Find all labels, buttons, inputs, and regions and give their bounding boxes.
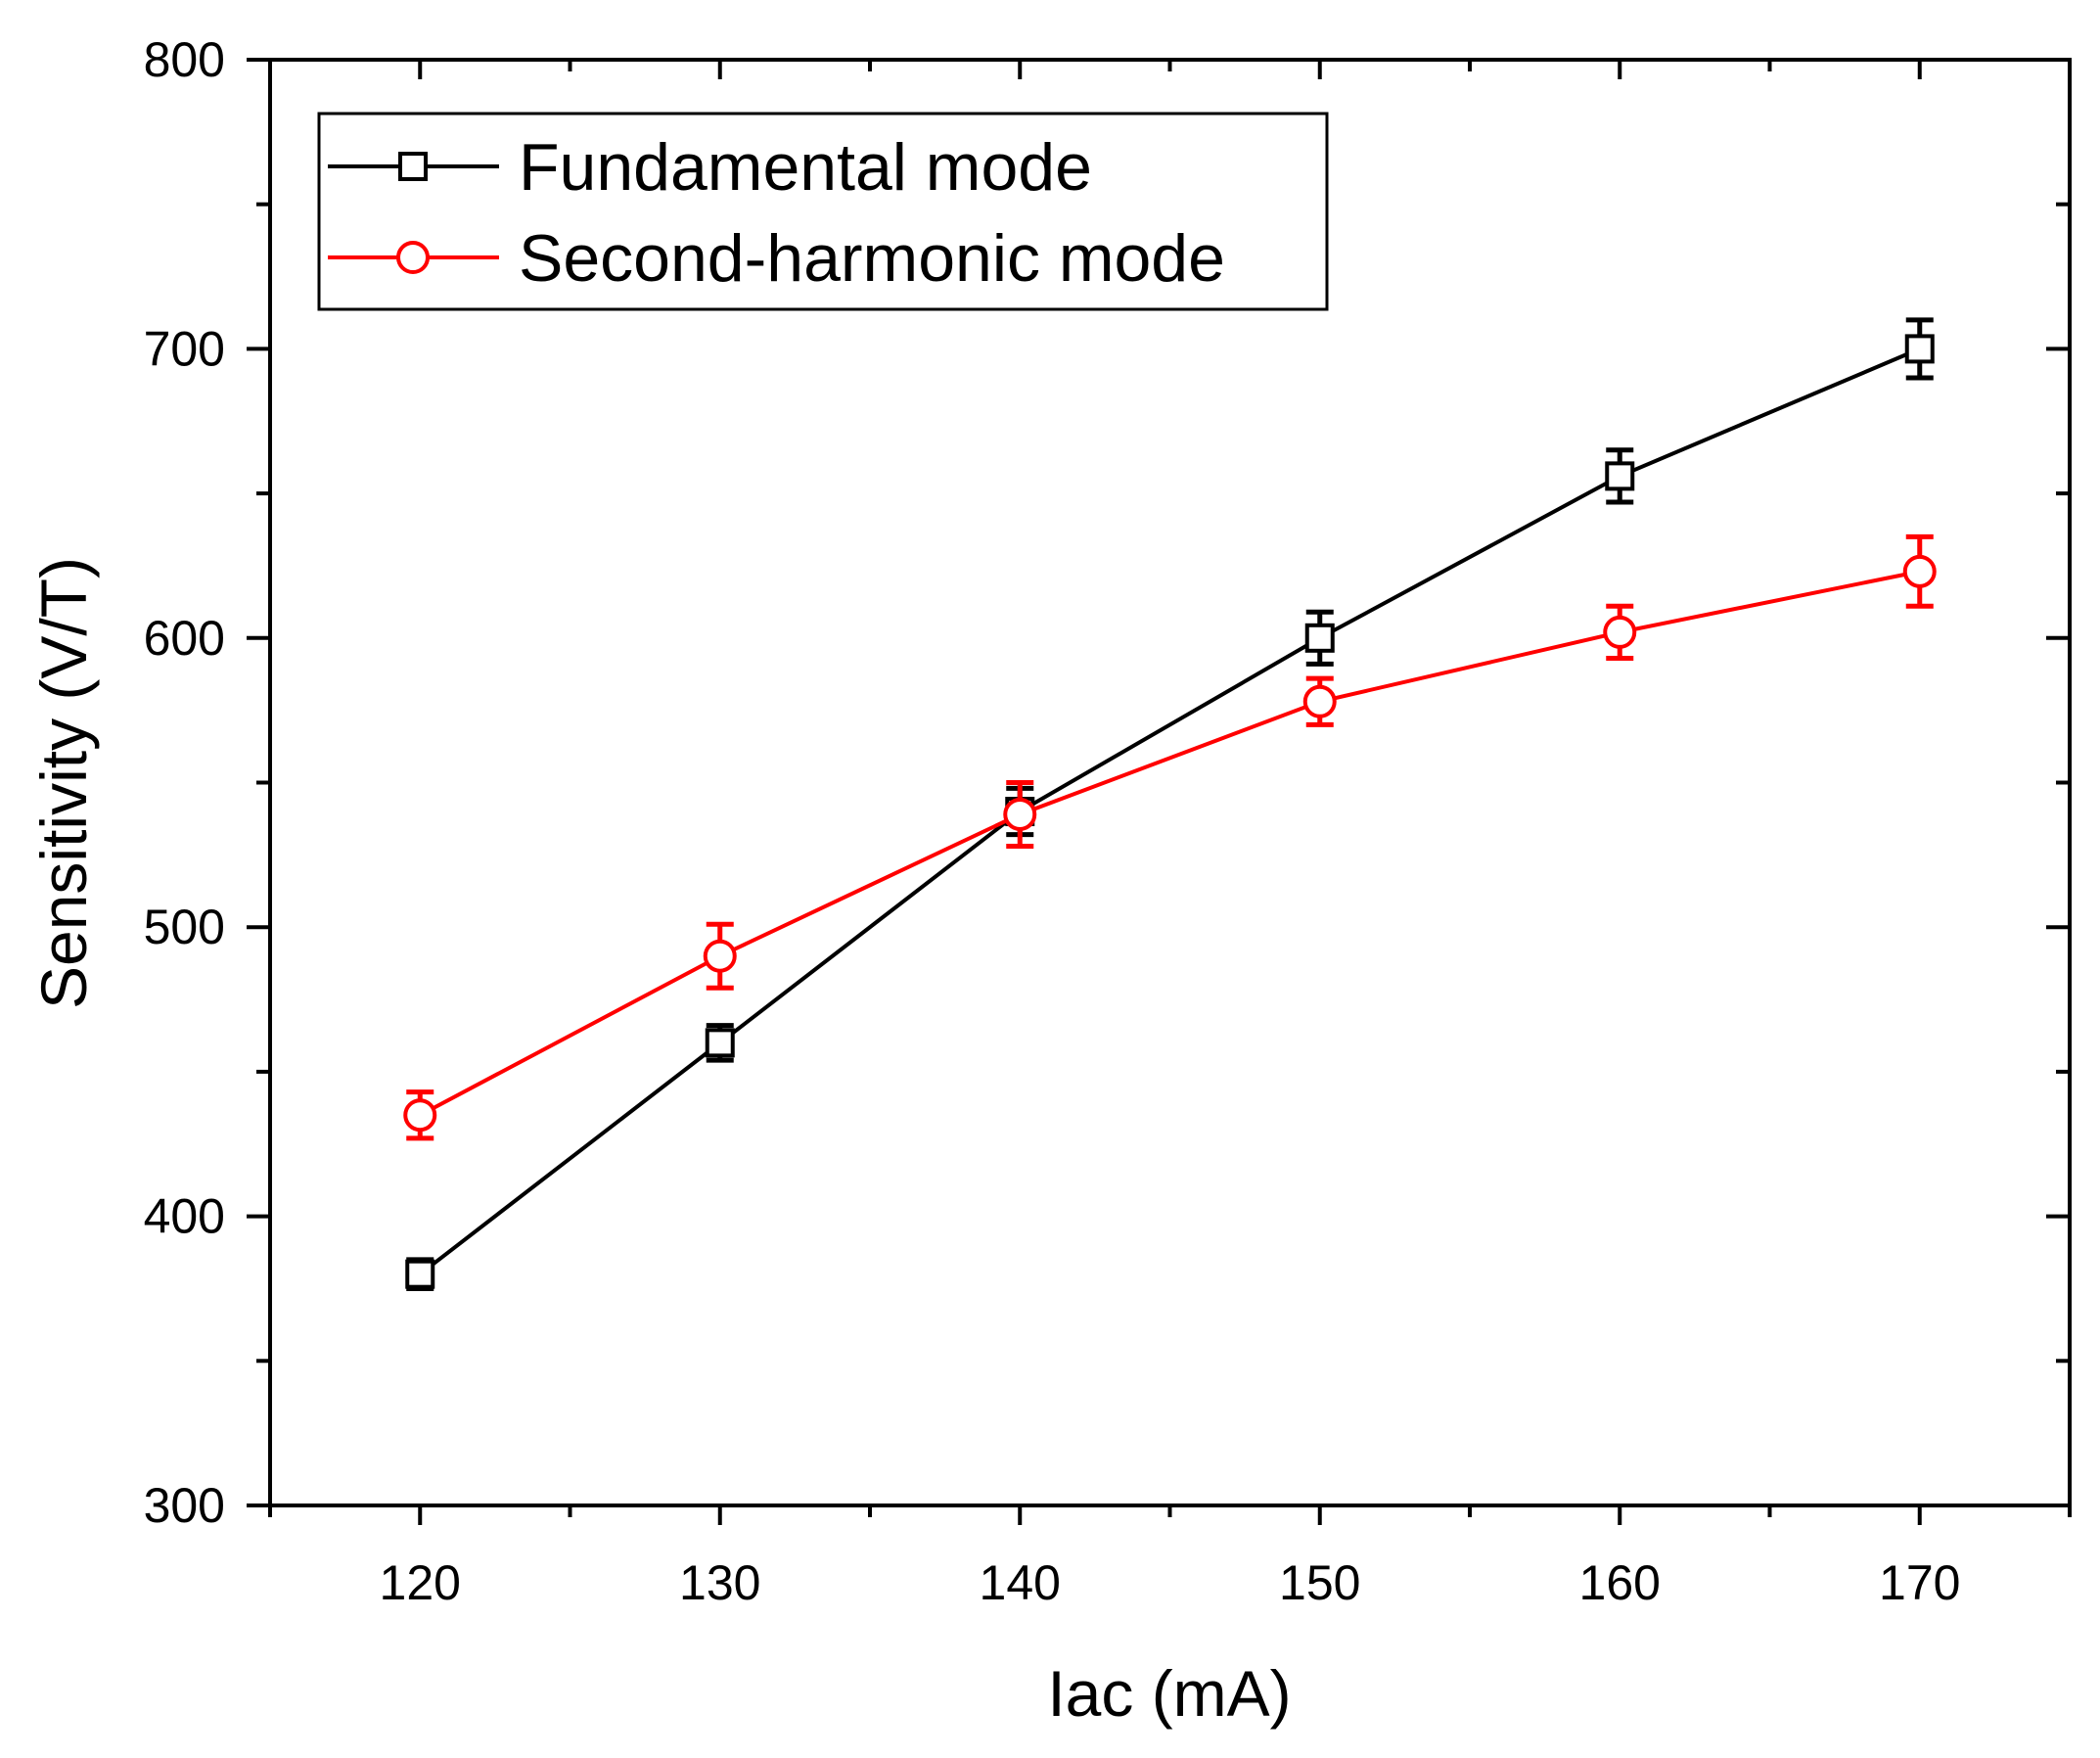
x-tick-label: 130 xyxy=(679,1555,760,1610)
legend-label-fundamental-mode: Fundamental mode xyxy=(519,130,1092,205)
second-harmonic-mode-point xyxy=(1302,684,1337,718)
series-layer xyxy=(403,317,1937,1291)
second-harmonic-mode-line xyxy=(419,569,1921,1117)
legend-swatch-marker-fundamental-mode xyxy=(398,152,428,181)
y-tick-label: 700 xyxy=(144,321,225,376)
x-tick-label: 150 xyxy=(1279,1555,1360,1610)
y-tick-label: 300 xyxy=(144,1478,225,1533)
legend-label-second-harmonic-mode: Second-harmonic mode xyxy=(519,221,1225,296)
x-axis-title: Iac (mA) xyxy=(1047,1657,1291,1730)
fundamental-mode-point xyxy=(1605,461,1635,491)
x-tick-label: 170 xyxy=(1879,1555,1960,1610)
x-tick-label: 120 xyxy=(380,1555,461,1610)
second-harmonic-mode-point xyxy=(1902,554,1937,588)
fundamental-mode-line xyxy=(419,347,1921,1276)
x-tick-label: 160 xyxy=(1579,1555,1661,1610)
y-tick-label: 600 xyxy=(144,611,225,666)
legend-swatch-marker-second-harmonic-mode xyxy=(396,241,430,274)
y-tick-label: 400 xyxy=(144,1189,225,1244)
x-axis-ticks: 120 130 140 150 160 170 xyxy=(268,60,2072,1610)
second-harmonic-mode-point xyxy=(1003,797,1037,831)
x-tick-label: 140 xyxy=(980,1555,1061,1610)
fundamental-mode-point xyxy=(1904,334,1935,364)
y-tick-label: 800 xyxy=(144,32,225,87)
y-axis-ticks: 300 400 500 600 700 800 xyxy=(144,32,2070,1533)
legend: Fundamental mode Second-harmonic mode xyxy=(317,112,1329,311)
y-tick-label: 500 xyxy=(144,900,225,954)
fundamental-mode-point xyxy=(405,1259,435,1289)
second-harmonic-mode-point xyxy=(1603,615,1637,649)
fundamental-mode-point xyxy=(1304,623,1335,653)
second-harmonic-mode-point xyxy=(403,1098,437,1133)
y-axis-title: Sensitivity (V/T) xyxy=(27,557,100,1009)
legend-box xyxy=(317,112,1329,311)
second-harmonic-mode-point xyxy=(703,939,737,973)
fundamental-mode-point xyxy=(705,1028,735,1058)
